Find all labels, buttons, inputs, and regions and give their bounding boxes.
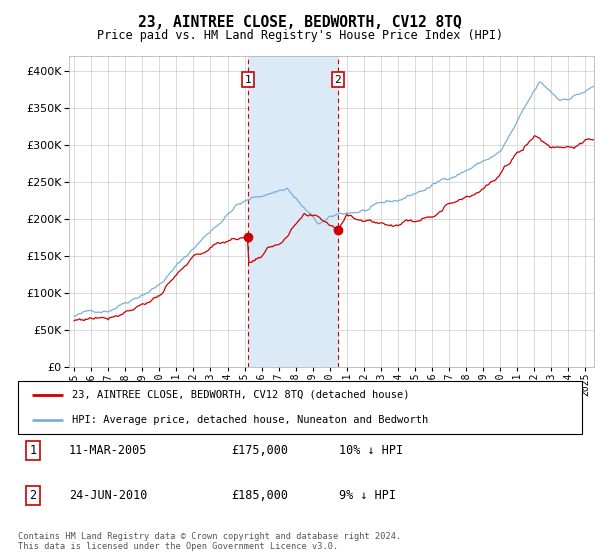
Text: £175,000: £175,000 [231, 444, 288, 458]
Text: 11-MAR-2005: 11-MAR-2005 [69, 444, 148, 458]
Text: 23, AINTREE CLOSE, BEDWORTH, CV12 8TQ (detached house): 23, AINTREE CLOSE, BEDWORTH, CV12 8TQ (d… [71, 390, 409, 400]
FancyBboxPatch shape [18, 381, 582, 434]
Text: Price paid vs. HM Land Registry's House Price Index (HPI): Price paid vs. HM Land Registry's House … [97, 29, 503, 43]
Text: 23, AINTREE CLOSE, BEDWORTH, CV12 8TQ: 23, AINTREE CLOSE, BEDWORTH, CV12 8TQ [138, 15, 462, 30]
Text: 1: 1 [244, 74, 251, 85]
Text: 2: 2 [335, 74, 341, 85]
Text: 10% ↓ HPI: 10% ↓ HPI [339, 444, 403, 458]
Text: HPI: Average price, detached house, Nuneaton and Bedworth: HPI: Average price, detached house, Nune… [71, 415, 428, 425]
Text: 1: 1 [29, 444, 37, 458]
Text: £185,000: £185,000 [231, 489, 288, 502]
Text: Contains HM Land Registry data © Crown copyright and database right 2024.
This d: Contains HM Land Registry data © Crown c… [18, 532, 401, 552]
Text: 2: 2 [29, 489, 37, 502]
Text: 9% ↓ HPI: 9% ↓ HPI [339, 489, 396, 502]
Text: 24-JUN-2010: 24-JUN-2010 [69, 489, 148, 502]
Bar [248, 56, 338, 367]
